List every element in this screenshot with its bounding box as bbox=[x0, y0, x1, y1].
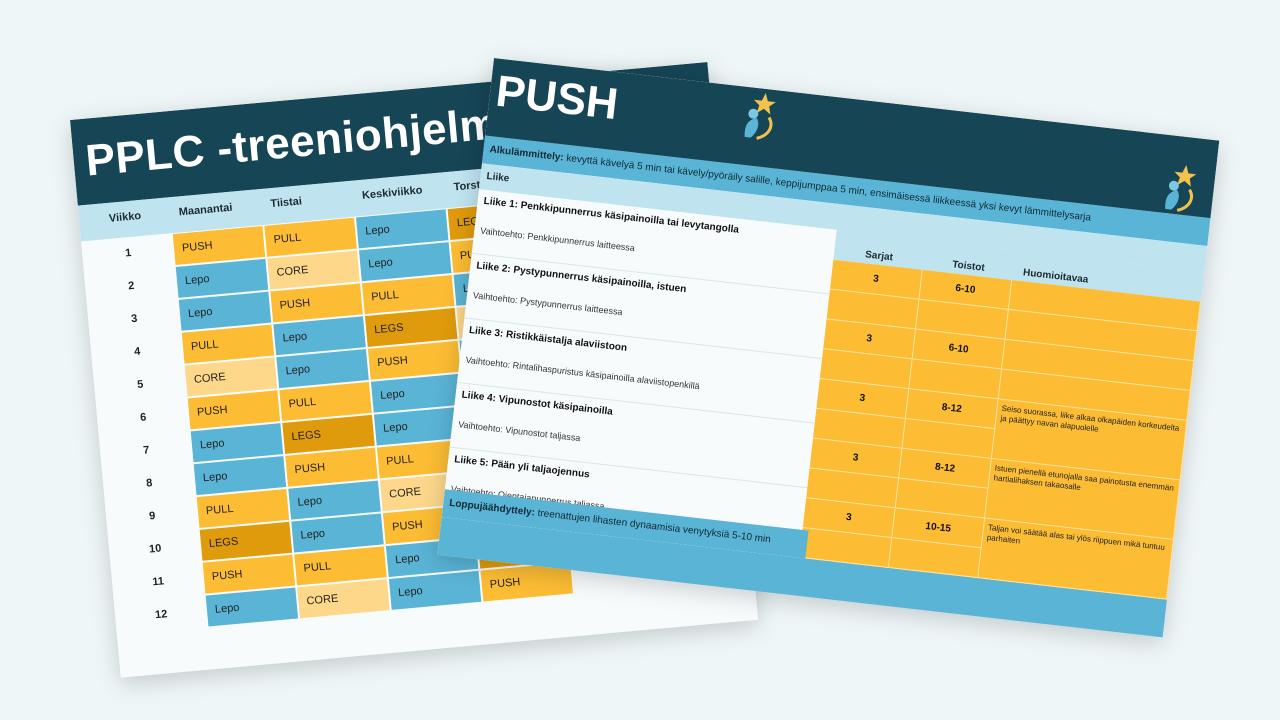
push-title: PUSH bbox=[493, 66, 621, 130]
week-number: 12 bbox=[113, 594, 209, 636]
schedule-cell: Lepo bbox=[205, 587, 301, 627]
push-workout-sheet: PUSH Alkulämmittely: kevyttä kävelyä 5 m… bbox=[437, 58, 1220, 638]
params-rows: 3 6-10 3 6-10 3 8-12 Seiso suorassa, liike alk… bbox=[799, 259, 1201, 600]
warmup-label: Alkulämmittely: bbox=[488, 144, 565, 164]
star-figure-logo-icon bbox=[744, 92, 776, 140]
star-figure-logo-icon bbox=[1165, 165, 1197, 212]
schedule-cell: Lepo bbox=[388, 570, 484, 610]
cooldown-label: Loppujäähdyttely: bbox=[448, 497, 536, 519]
push-title-bar: PUSH bbox=[485, 58, 1220, 219]
schedule-cell: CORE bbox=[297, 578, 392, 619]
params-grid: Sarjat Toistot Huomioitavaa 3 6-10 3 6-10 3 8… bbox=[799, 229, 1205, 600]
